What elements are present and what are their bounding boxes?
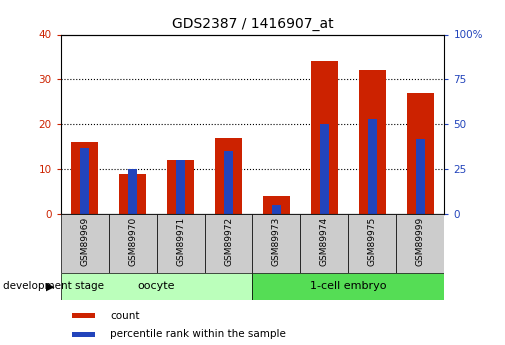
- Text: GSM89974: GSM89974: [320, 217, 329, 266]
- Bar: [263, 196, 290, 214]
- Title: GDS2387 / 1416907_at: GDS2387 / 1416907_at: [172, 17, 333, 31]
- Bar: [71, 142, 98, 214]
- Bar: [368, 119, 377, 214]
- Text: 1-cell embryo: 1-cell embryo: [310, 282, 387, 291]
- Text: ▶: ▶: [46, 282, 55, 291]
- Bar: [109, 214, 157, 273]
- Bar: [224, 151, 233, 214]
- Bar: [72, 332, 95, 337]
- Bar: [396, 214, 444, 273]
- Text: GSM89973: GSM89973: [272, 217, 281, 266]
- Bar: [167, 160, 194, 214]
- Bar: [320, 124, 329, 214]
- Bar: [252, 273, 444, 300]
- Bar: [119, 174, 146, 214]
- Bar: [215, 138, 242, 214]
- Bar: [348, 214, 396, 273]
- Bar: [416, 139, 425, 214]
- Bar: [72, 313, 95, 318]
- Text: GSM89971: GSM89971: [176, 217, 185, 266]
- Bar: [407, 93, 434, 214]
- Bar: [205, 214, 252, 273]
- Bar: [311, 61, 338, 214]
- Text: oocyte: oocyte: [138, 282, 175, 291]
- Text: GSM89975: GSM89975: [368, 217, 377, 266]
- Text: GSM89972: GSM89972: [224, 217, 233, 266]
- Bar: [176, 160, 185, 214]
- Bar: [272, 205, 281, 214]
- Bar: [80, 148, 89, 214]
- Text: development stage: development stage: [3, 282, 104, 291]
- Bar: [300, 214, 348, 273]
- Bar: [359, 70, 386, 214]
- Text: percentile rank within the sample: percentile rank within the sample: [111, 329, 286, 339]
- Bar: [61, 273, 252, 300]
- Bar: [61, 214, 109, 273]
- Bar: [252, 214, 300, 273]
- Text: GSM89999: GSM89999: [416, 217, 425, 266]
- Bar: [128, 169, 137, 214]
- Text: count: count: [111, 310, 140, 321]
- Text: GSM89970: GSM89970: [128, 217, 137, 266]
- Bar: [157, 214, 205, 273]
- Text: GSM89969: GSM89969: [80, 217, 89, 266]
